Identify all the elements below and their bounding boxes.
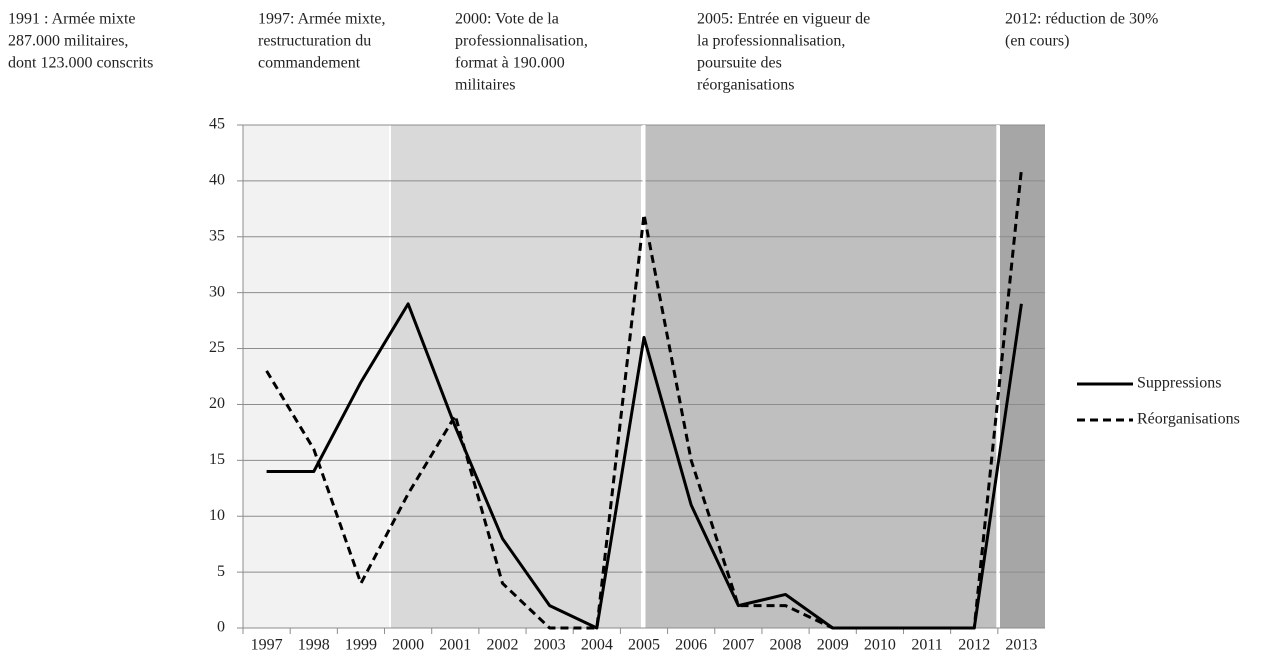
annotation: poursuite des	[697, 55, 782, 72]
period-band	[645, 125, 997, 628]
y-tick-label: 10	[209, 507, 225, 524]
annotation: restructuration du	[258, 33, 371, 50]
period-band	[1000, 125, 1045, 628]
annotation: réorganisations	[697, 77, 794, 94]
annotation: dont 123.000 conscrits	[8, 55, 153, 72]
x-tick-label: 2007	[722, 637, 754, 654]
legend-label: Réorganisations	[1137, 411, 1240, 428]
annotation: format à 190.000	[455, 55, 565, 72]
x-tick-label: 2004	[581, 637, 613, 654]
x-tick-label: 2008	[770, 637, 802, 654]
y-tick-label: 40	[209, 172, 225, 189]
period-band	[243, 125, 389, 628]
x-tick-label: 2013	[1005, 637, 1037, 654]
annotation: 287.000 militaires,	[8, 33, 128, 50]
annotation: la professionnalisation,	[697, 33, 845, 50]
y-tick-label: 45	[209, 116, 225, 133]
y-tick-label: 35	[209, 227, 225, 244]
x-tick-label: 2002	[486, 637, 518, 654]
annotation: professionnalisation,	[455, 33, 588, 50]
x-tick-label: 2009	[817, 637, 849, 654]
x-tick-label: 2012	[958, 637, 990, 654]
x-tick-label: 2003	[534, 637, 566, 654]
annotation: militaires	[455, 77, 515, 94]
y-tick-label: 25	[209, 339, 225, 356]
annotation: (en cours)	[1005, 33, 1069, 50]
period-band	[391, 125, 641, 628]
y-tick-label: 20	[209, 395, 225, 412]
x-tick-label: 2011	[911, 637, 942, 654]
y-tick-label: 30	[209, 283, 225, 300]
annotation: 1991 : Armée mixte	[8, 11, 136, 28]
annotation: 2000: Vote de la	[455, 11, 559, 28]
x-tick-label: 2010	[864, 637, 896, 654]
series-line	[265, 169, 1023, 630]
x-tick-label: 2005	[628, 637, 660, 654]
annotation: 2005: Entrée en vigueur de	[697, 11, 870, 28]
x-tick-label: 1998	[298, 637, 330, 654]
annotation: commandement	[258, 55, 361, 72]
x-tick-label: 2001	[439, 637, 471, 654]
x-tick-label: 2000	[392, 637, 424, 654]
x-tick-label: 1999	[345, 637, 377, 654]
y-tick-label: 5	[217, 563, 225, 580]
annotation: 2012: réduction de 30%	[1005, 11, 1158, 28]
annotation: 1997: Armée mixte,	[258, 11, 386, 28]
x-tick-label: 2006	[675, 637, 707, 654]
y-tick-label: 15	[209, 451, 225, 468]
y-tick-label: 0	[217, 619, 225, 636]
x-tick-label: 1997	[251, 637, 283, 654]
legend-label: Suppressions	[1137, 375, 1221, 392]
